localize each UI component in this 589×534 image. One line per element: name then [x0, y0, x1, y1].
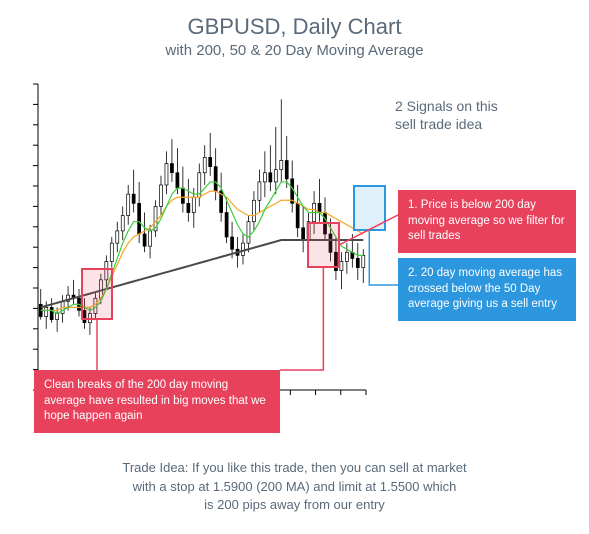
highlight-ma-crossover — [353, 185, 386, 231]
chart-header: GBPUSD, Daily Chart with 200, 50 & 20 Da… — [0, 0, 589, 59]
chart-subtitle: with 200, 50 & 20 Day Moving Average — [0, 42, 589, 59]
callout-ma-crossover: 2. 20 day moving average has crossed bel… — [398, 258, 576, 321]
callout-price-below-200ma: 1. Price is below 200 day moving average… — [398, 190, 576, 253]
chart-title: GBPUSD, Daily Chart — [0, 14, 589, 40]
signals-heading: 2 Signals on thissell trade idea — [395, 98, 565, 133]
trade-idea-footer: Trade Idea: If you like this trade, then… — [0, 459, 589, 514]
highlight-break-200ma — [81, 268, 114, 320]
callout-clean-breaks: Clean breaks of the 200 day moving avera… — [34, 370, 280, 433]
highlight-price-below-200ma — [307, 222, 340, 268]
